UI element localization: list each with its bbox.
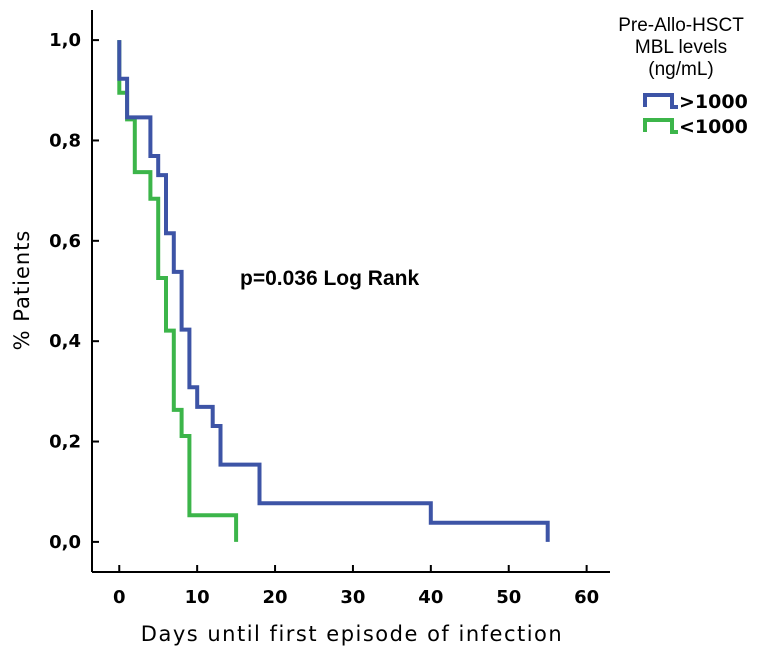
y-tick-label: 0,4 <box>49 331 81 352</box>
x-tick-label: 0 <box>113 587 126 608</box>
series-line-1 <box>117 40 239 542</box>
legend-swatch <box>643 93 678 109</box>
y-axis-label: % Patients <box>10 230 34 351</box>
x-tick-label: 30 <box>340 587 365 608</box>
legend-title-line-2: MBL levels <box>635 37 727 58</box>
x-tick-label: 10 <box>185 587 210 608</box>
legend-entry-label: >1000 <box>679 91 748 113</box>
legend-entry-label: <1000 <box>679 116 748 138</box>
y-tick-label: 0,0 <box>49 532 81 553</box>
legend-title-line-1: Pre-Allo-HSCT <box>618 15 744 36</box>
y-ticks: 0,0 0,2 0,4 0,6 0,8 1,0 <box>49 30 99 553</box>
series-line-0 <box>117 40 550 542</box>
y-tick-label: 0,8 <box>49 130 81 151</box>
axes: 0,0 0,2 0,4 0,6 0,8 1,0 0 10 20 30 40 50 60 <box>49 10 610 608</box>
y-tick-label: 0,6 <box>49 231 81 252</box>
x-tick-label: 20 <box>263 587 288 608</box>
y-tick-label: 1,0 <box>49 30 81 51</box>
x-axis-label: Days until first episode of infection <box>141 622 563 646</box>
legend-entries: >1000 <1000 <box>643 91 748 138</box>
legend-title-line-3: (ng/mL) <box>648 59 713 80</box>
x-tick-label: 50 <box>496 587 521 608</box>
legend: Pre-Allo-HSCT MBL levels (ng/mL) >1000 <1… <box>618 15 748 138</box>
x-ticks: 0 10 20 30 40 50 60 <box>113 565 599 608</box>
p-value-annotation: p=0.036 Log Rank <box>240 267 419 290</box>
x-tick-label: 60 <box>574 587 599 608</box>
legend-swatch <box>643 118 678 134</box>
x-tick-label: 40 <box>418 587 443 608</box>
series-layer <box>117 40 550 542</box>
y-tick-label: 0,2 <box>49 432 81 453</box>
